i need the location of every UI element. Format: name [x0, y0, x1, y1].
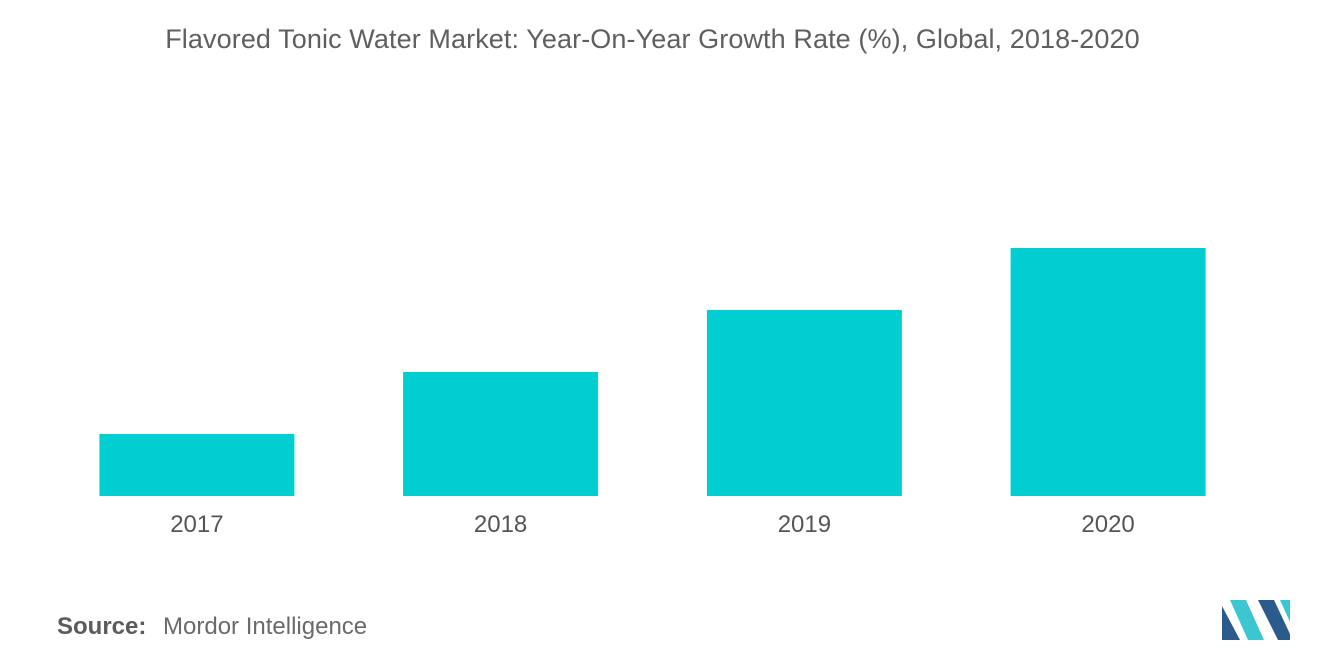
x-tick-label-2017: 2017 [170, 511, 223, 538]
logo-right-shape [1258, 600, 1290, 640]
bar-2020 [1010, 248, 1206, 496]
x-tick-label-2020: 2020 [1081, 511, 1134, 538]
bar-2018 [403, 372, 599, 496]
bar-series [99, 248, 1206, 496]
source-note: Source: Mordor Intelligence [57, 613, 367, 641]
logo-corner-shape [1280, 600, 1290, 622]
chart-title: Flavored Tonic Water Market: Year-On-Yea… [165, 24, 1140, 54]
mordor-intelligence-logo-icon [1222, 600, 1290, 640]
x-axis-tick-labels: 2017 2018 2019 2020 [170, 511, 1135, 538]
logo-left-shape [1222, 606, 1240, 640]
logo-middle-shape [1230, 600, 1264, 640]
bar-2019 [706, 310, 902, 496]
source-label: Source: [57, 613, 147, 640]
source-value: Mordor Intelligence [163, 613, 368, 640]
x-tick-label-2019: 2019 [778, 511, 831, 538]
bar-2017 [99, 434, 295, 496]
x-tick-label-2018: 2018 [474, 511, 527, 538]
bar-chart: 2017 2018 2019 2020 [99, 248, 1206, 538]
